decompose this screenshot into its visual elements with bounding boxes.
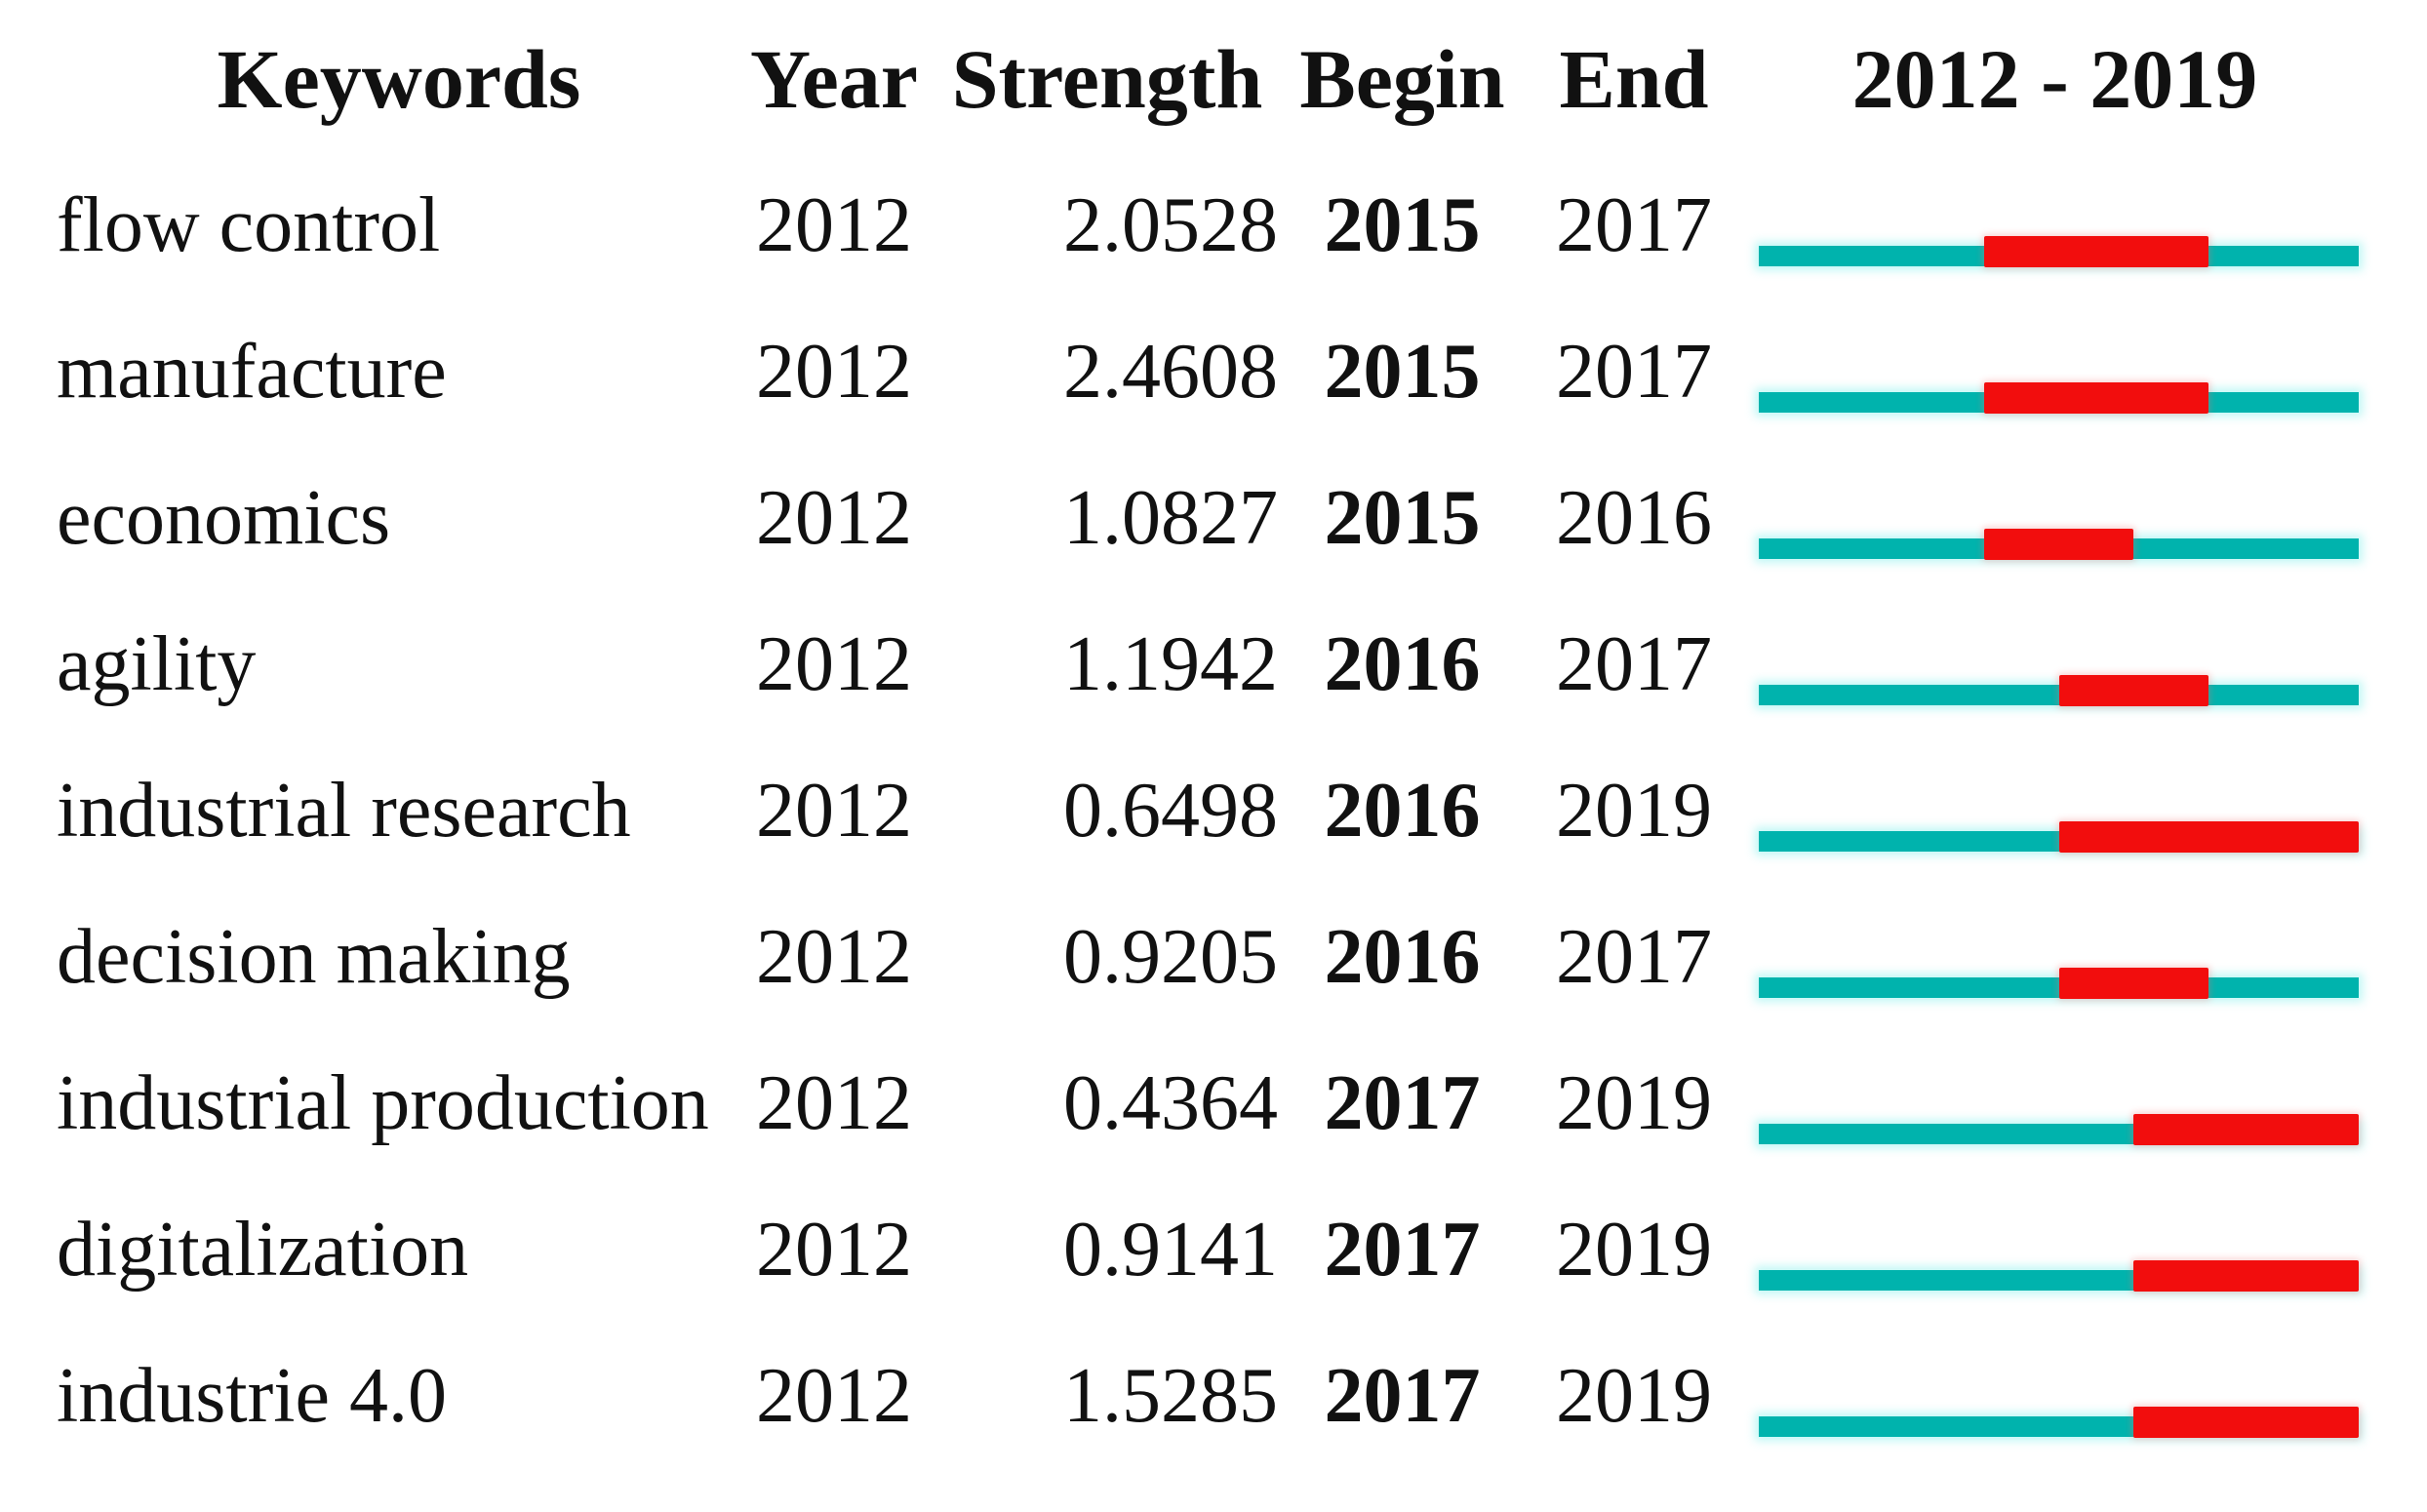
column-header-begin: Begin — [1299, 32, 1505, 126]
end-value: 2017 — [1556, 329, 1712, 415]
strength-value: 2.4608 — [1063, 329, 1278, 415]
burst-timeline — [1751, 591, 2427, 737]
timeline-bar — [1759, 1405, 2359, 1438]
keyword-label: manufacture — [57, 329, 447, 415]
burst-timeline — [1751, 884, 2427, 1030]
begin-value: 2017 — [1324, 1060, 1481, 1146]
keyword-label: flow control — [57, 182, 441, 268]
year-value: 2012 — [756, 621, 912, 707]
year-value: 2012 — [756, 182, 912, 268]
keyword-label: industrie 4.0 — [57, 1353, 447, 1439]
strength-value: 1.5285 — [1063, 1353, 1278, 1439]
table-row: industrial research 2012 0.6498 2016 201… — [0, 737, 2427, 884]
end-value: 2017 — [1556, 182, 1712, 268]
burst-timeline — [1751, 1030, 2427, 1176]
column-header-strength: Strength — [951, 32, 1263, 126]
burst-segment — [2133, 1114, 2359, 1145]
column-header-end: End — [1559, 32, 1709, 126]
strength-value: 0.4364 — [1063, 1060, 1278, 1146]
year-value: 2012 — [756, 329, 912, 415]
begin-value: 2015 — [1324, 182, 1481, 268]
begin-value: 2016 — [1324, 621, 1481, 707]
table-row: manufacture 2012 2.4608 2015 2017 — [0, 298, 2427, 445]
year-value: 2012 — [756, 1060, 912, 1146]
timeline-bar — [1759, 380, 2359, 414]
year-value: 2012 — [756, 768, 912, 854]
keyword-label: decision making — [57, 914, 571, 1000]
burst-timeline — [1751, 1176, 2427, 1323]
begin-value: 2016 — [1324, 914, 1481, 1000]
table-header-row: Keywords Year Strength Begin End 2012 - … — [0, 6, 2427, 152]
timeline-bar — [1759, 819, 2359, 853]
burst-timeline — [1751, 298, 2427, 445]
burst-timeline — [1751, 737, 2427, 884]
end-value: 2019 — [1556, 1353, 1712, 1439]
table-row: economics 2012 1.0827 2015 2016 — [0, 445, 2427, 591]
table-row: industrial production 2012 0.4364 2017 2… — [0, 1030, 2427, 1176]
end-value: 2016 — [1556, 475, 1712, 561]
keyword-label: agility — [57, 621, 257, 707]
end-value: 2019 — [1556, 768, 1712, 854]
begin-value: 2016 — [1324, 768, 1481, 854]
begin-value: 2015 — [1324, 329, 1481, 415]
burst-segment — [2058, 968, 2209, 999]
end-value: 2017 — [1556, 621, 1712, 707]
table-row: decision making 2012 0.9205 2016 2017 — [0, 884, 2427, 1030]
column-header-keywords: Keywords — [217, 32, 581, 126]
keyword-label: industrial research — [57, 768, 631, 854]
year-value: 2012 — [756, 1353, 912, 1439]
timeline-bar — [1759, 527, 2359, 560]
burst-segment — [1983, 382, 2209, 414]
begin-value: 2017 — [1324, 1353, 1481, 1439]
table-row: industrie 4.0 2012 1.5285 2017 2019 — [0, 1323, 2427, 1469]
table-row: flow control 2012 2.0528 2015 2017 — [0, 152, 2427, 298]
table-row: agility 2012 1.1942 2016 2017 — [0, 591, 2427, 737]
strength-value: 0.9205 — [1063, 914, 1278, 1000]
timeline-bar — [1759, 966, 2359, 999]
year-value: 2012 — [756, 475, 912, 561]
table-row: digitalization 2012 0.9141 2017 2019 — [0, 1176, 2427, 1323]
keyword-label: economics — [57, 475, 391, 561]
end-value: 2017 — [1556, 914, 1712, 1000]
timeline-bar — [1759, 673, 2359, 706]
strength-value: 0.9141 — [1063, 1207, 1278, 1293]
begin-value: 2017 — [1324, 1207, 1481, 1293]
burst-segment — [2058, 675, 2209, 706]
burst-timeline — [1751, 1323, 2427, 1469]
timeline-bar — [1759, 1112, 2359, 1145]
strength-value: 1.0827 — [1063, 475, 1278, 561]
burst-timeline — [1751, 152, 2427, 298]
burst-segment — [2133, 1407, 2359, 1438]
burst-segment — [2058, 821, 2359, 853]
end-value: 2019 — [1556, 1207, 1712, 1293]
timeline-bar — [1759, 1258, 2359, 1292]
timeline-bar — [1759, 234, 2359, 267]
year-value: 2012 — [756, 914, 912, 1000]
strength-value: 0.6498 — [1063, 768, 1278, 854]
year-value: 2012 — [756, 1207, 912, 1293]
column-header-year: Year — [750, 32, 918, 126]
burst-segment — [1983, 236, 2209, 267]
column-header-timeline: 2012 - 2019 — [1851, 32, 2258, 126]
strength-value: 1.1942 — [1063, 621, 1278, 707]
keyword-label: digitalization — [57, 1207, 469, 1293]
burst-segment — [2133, 1260, 2359, 1292]
burst-segment — [1983, 529, 2134, 560]
keyword-label: industrial production — [57, 1060, 709, 1146]
strength-value: 2.0528 — [1063, 182, 1278, 268]
begin-value: 2015 — [1324, 475, 1481, 561]
end-value: 2019 — [1556, 1060, 1712, 1146]
burst-timeline — [1751, 445, 2427, 591]
